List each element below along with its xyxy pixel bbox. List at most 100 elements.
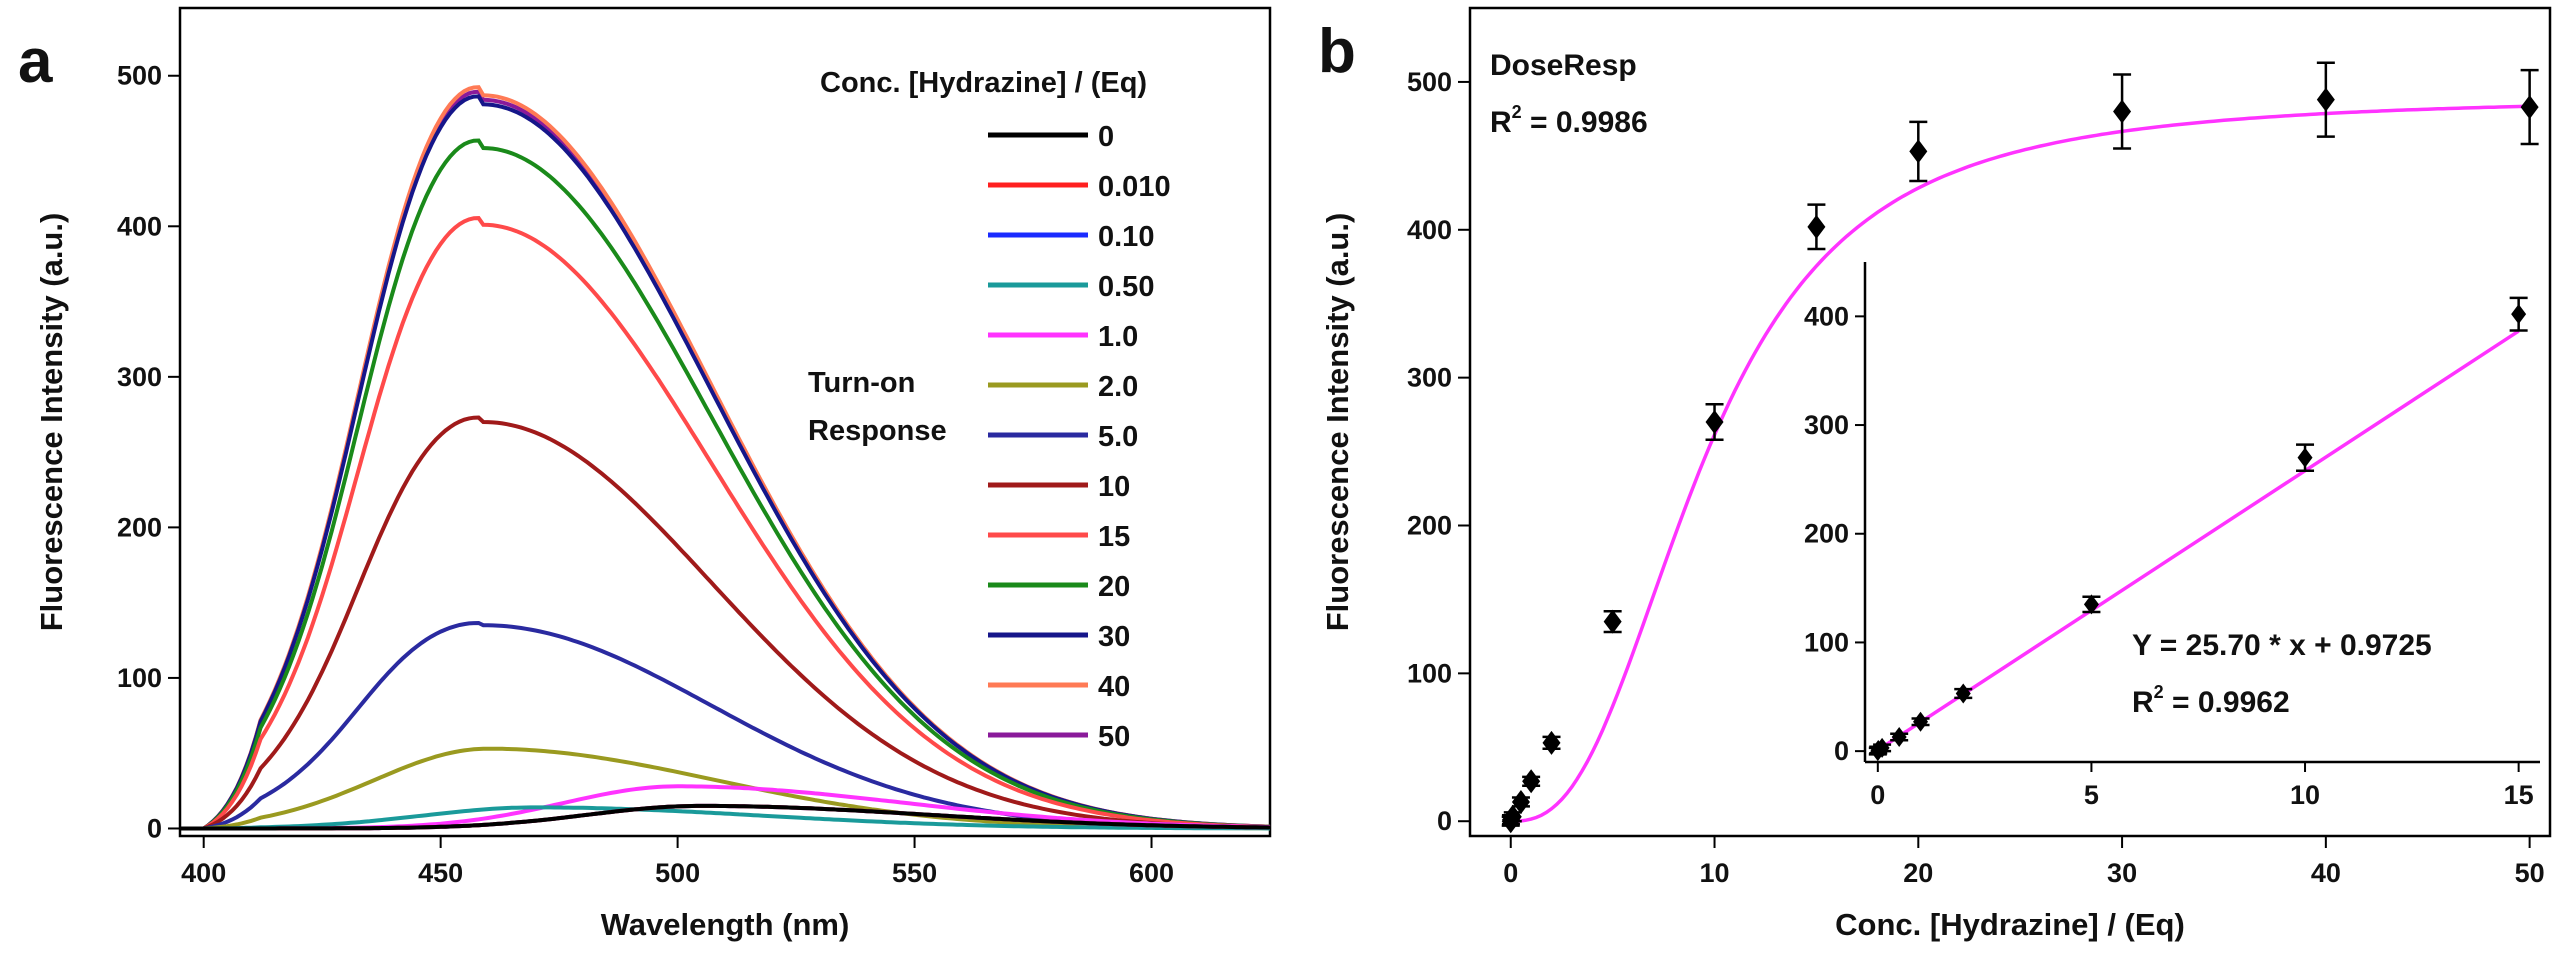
panel-a-y-axis: 0 100 200 300 400 500 bbox=[117, 61, 180, 843]
inset-y-tick-label: 100 bbox=[1804, 627, 1849, 657]
legend-item-10: 10 bbox=[988, 471, 1130, 503]
spectrum-line-30 bbox=[180, 94, 1271, 831]
legend-item-0: 0 bbox=[988, 121, 1114, 153]
inset-r-squared-exponent: 2 bbox=[2154, 682, 2164, 702]
panel-b-point-12 bbox=[2520, 68, 2539, 146]
legend-item-30: 30 bbox=[988, 621, 1130, 653]
panel-b-x-tick-0: 0 bbox=[1503, 836, 1518, 888]
inset-point-3 bbox=[1890, 727, 1909, 747]
inset-y-tick-0: 0 bbox=[1834, 736, 1865, 766]
legend-label: 10 bbox=[1098, 471, 1130, 503]
inset-r-squared-value: = 0.9962 bbox=[2164, 686, 2290, 719]
panel-b-marker bbox=[2316, 87, 2335, 112]
legend-label: 0 bbox=[1098, 121, 1114, 153]
panel-b-marker bbox=[1542, 730, 1561, 755]
panel-b-y-tick-label: 0 bbox=[1437, 806, 1452, 836]
legend-label: 15 bbox=[1098, 521, 1130, 553]
panel-b-marker bbox=[1705, 410, 1724, 434]
panel-a-x-axis: 400 450 500 550 600 bbox=[181, 836, 1174, 888]
legend-item-0.10: 0.10 bbox=[988, 221, 1154, 253]
legend-item-5.0: 5.0 bbox=[988, 421, 1138, 453]
panel-a-x-tick-2: 500 bbox=[655, 836, 700, 888]
panel-a-x-tick-label: 500 bbox=[655, 858, 700, 888]
panel-b-point-2 bbox=[1503, 804, 1522, 829]
inset-x-tick-1: 5 bbox=[2084, 762, 2099, 810]
inset-linear-chart: 0 100 200 300 400 0 5 10 15 Y = 25.70 * x + 0.9… bbox=[1804, 262, 2540, 810]
inset-y-tick-4: 400 bbox=[1804, 301, 1865, 331]
panel-b-y-tick-label: 500 bbox=[1407, 67, 1452, 97]
panel-a-x-tick-label: 400 bbox=[181, 858, 226, 888]
inset-y-axis: 0 100 200 300 400 bbox=[1804, 301, 1865, 766]
legend-item-0.50: 0.50 bbox=[988, 271, 1154, 303]
spectrum-line-20 bbox=[180, 138, 1271, 831]
turn-on-label-line1: Turn-on bbox=[808, 367, 915, 399]
legend-label: 0.50 bbox=[1098, 271, 1154, 303]
panel-b-y-tick-label: 200 bbox=[1407, 511, 1452, 541]
panel-a-y-tick-label: 200 bbox=[117, 512, 162, 542]
panel-b-x-tick-label: 30 bbox=[2107, 858, 2137, 888]
panel-b-point-8 bbox=[1807, 203, 1826, 251]
inset-x-tick-label: 10 bbox=[2290, 780, 2320, 810]
panel-b-point-5 bbox=[1542, 730, 1561, 755]
spectrum-line-10 bbox=[180, 415, 1270, 831]
panel-b-point-6 bbox=[1603, 609, 1622, 634]
panel-b-marker bbox=[1603, 609, 1622, 634]
panel-a-y-tick-5: 500 bbox=[117, 61, 180, 91]
inset-r-squared: R2 = 0.9962 bbox=[2132, 682, 2290, 719]
inset-marker bbox=[1913, 711, 1929, 732]
panel-b-x-tick-4: 40 bbox=[2311, 836, 2341, 888]
legend-item-0.010: 0.010 bbox=[988, 171, 1171, 203]
panel-b-x-tick-2: 20 bbox=[1903, 836, 1933, 888]
panel-a-y-tick-label: 400 bbox=[117, 211, 162, 241]
spectrum-line-0 bbox=[180, 803, 1271, 831]
panel-a-y-tick-4: 400 bbox=[117, 211, 180, 241]
inset-x-tick-label: 15 bbox=[2504, 780, 2534, 810]
panel-b-letter: b bbox=[1318, 17, 1356, 86]
inset-x-tick-3: 15 bbox=[2504, 762, 2534, 810]
legend-item-1.0: 1.0 bbox=[988, 321, 1138, 353]
inset-x-axis: 0 5 10 15 bbox=[1870, 762, 2534, 810]
panel-b-marker bbox=[1807, 214, 1826, 239]
inset-linear-fit-line bbox=[1876, 329, 2520, 752]
panel-b-marker bbox=[1522, 769, 1541, 794]
inset-y-tick-label: 400 bbox=[1804, 301, 1849, 331]
panel-a-y-tick-label: 0 bbox=[147, 813, 162, 843]
panel-b-fit-group bbox=[1510, 104, 2530, 823]
panel-b-plot-frame bbox=[1468, 6, 2552, 838]
inset-x-tick-2: 10 bbox=[2290, 762, 2320, 810]
panel-b-x-tick-label: 10 bbox=[1700, 858, 1730, 888]
legend-label: 5.0 bbox=[1098, 421, 1138, 453]
inset-points-group bbox=[1868, 296, 2528, 762]
inset-marker bbox=[2083, 594, 2099, 615]
panel-b-x-tick-label: 40 bbox=[2311, 858, 2341, 888]
inset-point-8 bbox=[2509, 296, 2528, 332]
panel-b-points-group bbox=[1501, 61, 2539, 834]
panel-a-y-tick-0: 0 bbox=[147, 813, 180, 843]
panel-a-y-tick-label: 100 bbox=[117, 663, 162, 693]
inset-fit-group bbox=[1876, 329, 2520, 752]
inset-y-tick-label: 200 bbox=[1804, 519, 1849, 549]
panel-a-y-tick-label: 500 bbox=[117, 61, 162, 91]
panel-b-x-tick-5: 50 bbox=[2515, 836, 2545, 888]
panel-b-y-axis-title: Fluorescence Intensity (a.u.) bbox=[1320, 213, 1355, 632]
panel-a-x-tick-label: 450 bbox=[418, 858, 463, 888]
inset-marker bbox=[1891, 727, 1907, 747]
inset-fit-equation: Y = 25.70 * x + 0.9725 bbox=[2132, 629, 2432, 662]
fit-r-squared: R2 = 0.9986 bbox=[1490, 102, 1648, 139]
legend-item-15: 15 bbox=[988, 521, 1130, 553]
inset-point-4 bbox=[1911, 711, 1930, 732]
panel-b-point-11 bbox=[2316, 61, 2335, 138]
legend-item-2.0: 2.0 bbox=[988, 371, 1138, 403]
legend-item-20: 20 bbox=[988, 571, 1130, 603]
panel-b-y-tick-3: 300 bbox=[1407, 363, 1470, 393]
panel-a-y-tick-2: 200 bbox=[117, 512, 180, 542]
panel-b-marker bbox=[1511, 789, 1530, 814]
panel-b-y-tick-label: 300 bbox=[1407, 363, 1452, 393]
panel-b-marker bbox=[2520, 95, 2539, 120]
inset-y-tick-1: 100 bbox=[1804, 627, 1865, 657]
panel-a-legend: 0 0.010 0.10 0.50 1.0 2.0 5.0 10 15 20 30 40 50 bbox=[988, 121, 1171, 753]
legend-label: 2.0 bbox=[1098, 371, 1138, 403]
inset-r-squared-prefix: R bbox=[2132, 686, 2154, 719]
